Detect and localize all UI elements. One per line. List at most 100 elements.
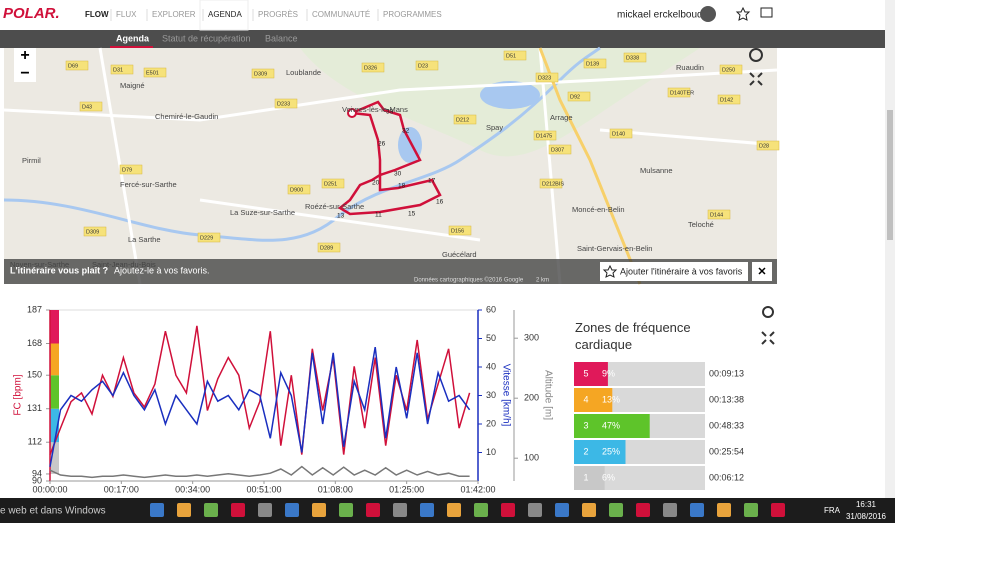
- taskbar-icon[interactable]: [609, 503, 623, 517]
- zone-number: 1: [583, 472, 588, 482]
- taskbar-icon[interactable]: [204, 503, 218, 517]
- logo[interactable]: POLAR.: [3, 5, 60, 22]
- road-badge: [197, 232, 221, 243]
- taskbar-icon[interactable]: [717, 503, 731, 517]
- road-label: D92: [570, 94, 580, 100]
- road-badge: [609, 128, 633, 139]
- zone-number: 5: [583, 368, 588, 378]
- taskbar-icon[interactable]: [447, 503, 461, 517]
- nav-item[interactable]: PROGRAMMES: [383, 10, 442, 19]
- map-expand[interactable]: [749, 72, 763, 86]
- zoom-out[interactable]: −: [20, 65, 29, 82]
- lake: [480, 81, 540, 109]
- map-settings[interactable]: [749, 48, 763, 62]
- favorites-icon[interactable]: [735, 6, 751, 21]
- taskbar-icon[interactable]: [501, 503, 515, 517]
- place-label: Loublande: [286, 68, 321, 77]
- place-label: Teloché: [688, 220, 714, 229]
- road-badge: [539, 178, 563, 189]
- road-badge: [448, 225, 472, 236]
- road-label: D338: [626, 55, 639, 61]
- taskbar-icon[interactable]: [636, 503, 650, 517]
- road-label: D51: [506, 53, 516, 59]
- zone-duration: 00:48:33: [709, 420, 744, 430]
- y-tick-label: 187: [27, 304, 42, 314]
- place-label: Fercé-sur-Sarthe: [120, 180, 177, 189]
- favorite-button[interactable]: [600, 262, 748, 281]
- taskbar-icon[interactable]: [555, 503, 569, 517]
- road-label: D69: [68, 63, 78, 69]
- road-badge: [143, 67, 167, 78]
- y3-tick-label: 300: [524, 333, 539, 343]
- avatar[interactable]: [700, 6, 716, 22]
- road-label: D212: [456, 117, 469, 123]
- road-badge: [79, 101, 103, 112]
- y2-tick-label: 20: [486, 418, 496, 428]
- y2-tick-label: 10: [486, 447, 496, 457]
- road-label: D139: [586, 61, 599, 67]
- y2-tick-label: 60: [486, 304, 496, 314]
- nav-item[interactable]: FLUX: [116, 10, 137, 19]
- messages-icon[interactable]: [760, 7, 773, 18]
- y-tick-label: 168: [27, 338, 42, 348]
- zone-percent: 9%: [602, 368, 615, 378]
- nav-item[interactable]: FLOW: [85, 10, 109, 19]
- road-label: D140TER: [670, 90, 694, 96]
- taskbar-icon[interactable]: [312, 503, 326, 517]
- road-label: D250: [722, 67, 735, 73]
- nav-item[interactable]: EXPLORER: [152, 10, 196, 19]
- chart-settings[interactable]: [762, 306, 774, 318]
- banner-question: L'itinéraire vous plaît ?: [10, 265, 108, 275]
- y3-tick-label: 200: [524, 393, 539, 403]
- place-label: Maigné: [120, 81, 145, 90]
- road-label: D289: [320, 245, 333, 251]
- zone-number-box: [574, 466, 598, 490]
- taskbar-icon[interactable]: [690, 503, 704, 517]
- taskbar-search[interactable]: e web et dans Windows: [0, 506, 106, 517]
- nav-item[interactable]: PROGRÈS: [258, 10, 298, 19]
- taskbar-icon[interactable]: [366, 503, 380, 517]
- zone-bar: [598, 466, 605, 490]
- subnav-item[interactable]: Balance: [265, 33, 298, 43]
- close-icon[interactable]: ✕: [757, 266, 766, 278]
- scroll-thumb[interactable]: [887, 110, 893, 240]
- taskbar-icon[interactable]: [258, 503, 272, 517]
- taskbar-icon[interactable]: [771, 503, 785, 517]
- hr-zone-band: [50, 310, 59, 344]
- taskbar-icon[interactable]: [177, 503, 191, 517]
- taskbar-icon[interactable]: [663, 503, 677, 517]
- route: [337, 100, 442, 216]
- favorite-label[interactable]: Ajouter l'itinéraire à vos favoris: [620, 266, 743, 276]
- zone-bar: [598, 414, 650, 438]
- zone-number: 4: [583, 394, 588, 404]
- close-button[interactable]: [752, 262, 772, 281]
- x-tick-label: 00:00:00: [32, 484, 67, 494]
- scrollbar: [885, 0, 895, 498]
- zoom-in[interactable]: +: [20, 47, 29, 64]
- taskbar-icon[interactable]: [150, 503, 164, 517]
- road-label: D309: [86, 229, 99, 235]
- taskbar-icon[interactable]: [582, 503, 596, 517]
- sub-bar: [0, 30, 885, 48]
- taskbar-icon[interactable]: [393, 503, 407, 517]
- x-tick-label: 01:08:00: [318, 484, 353, 494]
- road-label: D251: [324, 181, 337, 187]
- subnav-item[interactable]: Agenda: [116, 33, 150, 43]
- road-badge: [667, 87, 691, 98]
- y-tick-label: 131: [27, 403, 42, 413]
- taskbar-icon[interactable]: [285, 503, 299, 517]
- taskbar-icon[interactable]: [744, 503, 758, 517]
- chart-expand[interactable]: [761, 331, 775, 345]
- taskbar-icon[interactable]: [231, 503, 245, 517]
- subnav-item[interactable]: Statut de récupération: [162, 33, 251, 43]
- nav-item[interactable]: COMMUNAUTÉ: [312, 10, 370, 19]
- taskbar-icon[interactable]: [420, 503, 434, 517]
- road-label: D212BIS: [542, 181, 564, 187]
- road-badge: [548, 144, 572, 155]
- taskbar-icon[interactable]: [528, 503, 542, 517]
- road-badge: [287, 184, 311, 195]
- nav-item[interactable]: AGENDA: [208, 10, 242, 19]
- taskbar-icon[interactable]: [474, 503, 488, 517]
- user-name[interactable]: mickael erckelboudt: [617, 10, 706, 21]
- taskbar-icon[interactable]: [339, 503, 353, 517]
